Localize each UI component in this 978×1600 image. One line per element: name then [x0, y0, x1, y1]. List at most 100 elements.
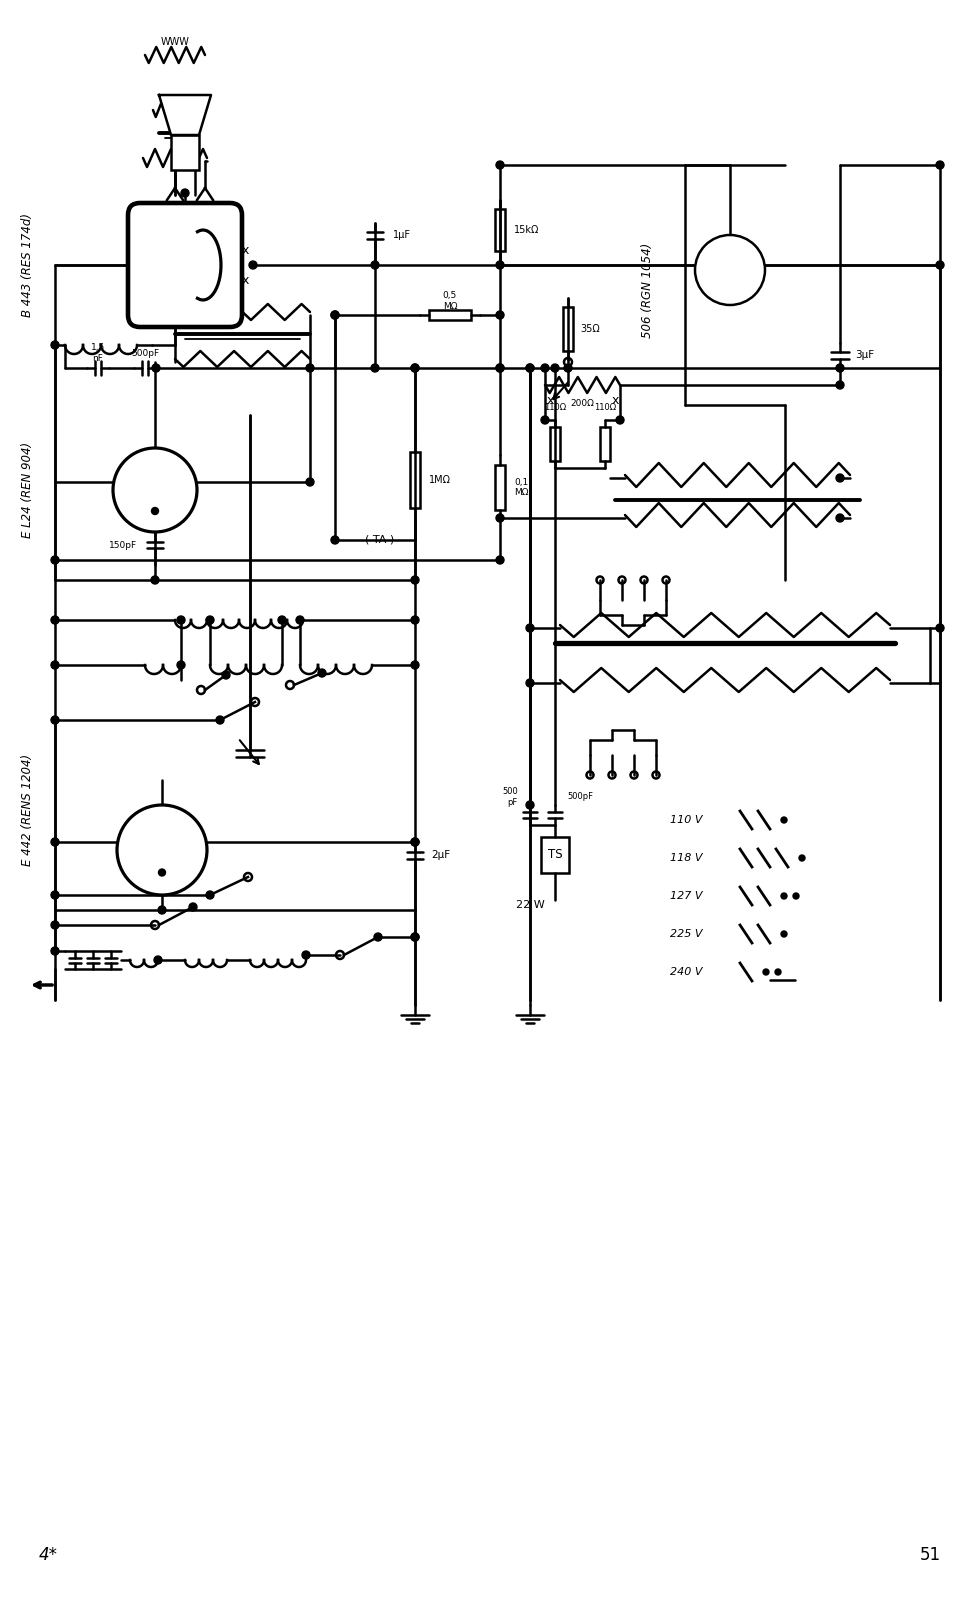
Circle shape — [411, 838, 419, 846]
Circle shape — [525, 365, 533, 371]
Circle shape — [411, 365, 419, 371]
Text: 240 V: 240 V — [669, 966, 702, 978]
Circle shape — [935, 624, 943, 632]
Circle shape — [798, 854, 804, 861]
Circle shape — [374, 933, 381, 941]
Circle shape — [51, 838, 59, 846]
Text: 1μF: 1μF — [392, 230, 411, 240]
Circle shape — [496, 310, 504, 318]
Bar — [550, 427, 559, 461]
Text: 500pF: 500pF — [566, 792, 593, 802]
Text: 15kΩ: 15kΩ — [513, 226, 539, 235]
Text: 500
pF: 500 pF — [502, 787, 517, 806]
Text: 150pF: 150pF — [109, 541, 137, 549]
Circle shape — [306, 478, 314, 486]
Circle shape — [51, 616, 59, 624]
Circle shape — [551, 365, 558, 371]
Text: 0,1
MΩ: 0,1 MΩ — [513, 478, 528, 498]
Text: 225 V: 225 V — [669, 930, 702, 939]
Circle shape — [411, 933, 419, 941]
Circle shape — [371, 365, 378, 371]
Text: x: x — [610, 394, 618, 406]
Text: 110Ω: 110Ω — [594, 403, 615, 413]
Circle shape — [615, 416, 623, 424]
Text: 110 V: 110 V — [669, 814, 702, 826]
Text: 35Ω: 35Ω — [579, 323, 600, 334]
Circle shape — [222, 670, 230, 678]
Circle shape — [331, 310, 338, 318]
Circle shape — [525, 678, 533, 686]
Circle shape — [51, 947, 59, 955]
Circle shape — [205, 616, 214, 624]
Circle shape — [331, 536, 338, 544]
Circle shape — [411, 661, 419, 669]
Circle shape — [835, 365, 843, 371]
Circle shape — [835, 474, 843, 482]
Bar — [171, 134, 199, 170]
Circle shape — [181, 189, 189, 197]
Circle shape — [496, 162, 504, 170]
Circle shape — [216, 715, 224, 723]
Text: 127 V: 127 V — [669, 891, 702, 901]
Circle shape — [780, 818, 786, 822]
Circle shape — [762, 970, 768, 974]
Text: E 442 (RENS 1204): E 442 (RENS 1204) — [22, 754, 34, 866]
Text: 1MΩ: 1MΩ — [428, 475, 451, 485]
FancyBboxPatch shape — [128, 203, 242, 326]
Circle shape — [306, 365, 314, 371]
Circle shape — [331, 310, 338, 318]
Text: 500pF: 500pF — [131, 349, 158, 357]
Circle shape — [496, 365, 504, 371]
Circle shape — [177, 616, 185, 624]
Text: 3μF: 3μF — [854, 350, 873, 360]
Text: x: x — [546, 394, 554, 406]
Circle shape — [295, 616, 304, 624]
Circle shape — [411, 838, 419, 846]
Circle shape — [151, 576, 158, 584]
Circle shape — [780, 931, 786, 938]
Circle shape — [51, 341, 59, 349]
Text: 2μF: 2μF — [430, 850, 450, 859]
Circle shape — [51, 557, 59, 565]
Text: 51: 51 — [918, 1546, 940, 1563]
Circle shape — [525, 624, 533, 632]
Circle shape — [152, 507, 158, 515]
Circle shape — [152, 365, 159, 371]
Circle shape — [189, 902, 197, 910]
Circle shape — [541, 416, 549, 424]
Circle shape — [411, 576, 419, 584]
Circle shape — [51, 891, 59, 899]
Text: 118 V: 118 V — [669, 853, 702, 862]
Circle shape — [205, 891, 214, 899]
Circle shape — [496, 261, 504, 269]
Circle shape — [117, 805, 206, 894]
Text: 110Ω: 110Ω — [544, 403, 565, 413]
Bar — [410, 451, 420, 509]
Polygon shape — [158, 94, 211, 134]
Text: WWW: WWW — [160, 37, 190, 46]
Bar — [428, 310, 470, 320]
Text: E L24 (REN 904): E L24 (REN 904) — [22, 442, 34, 538]
Circle shape — [301, 950, 310, 958]
Text: 506 (RGN 1054): 506 (RGN 1054) — [641, 242, 654, 338]
Circle shape — [248, 261, 257, 269]
Circle shape — [835, 381, 843, 389]
Circle shape — [694, 235, 764, 306]
Bar — [495, 210, 505, 251]
Text: x: x — [241, 243, 248, 256]
Circle shape — [51, 922, 59, 930]
Circle shape — [775, 970, 780, 974]
Text: x: x — [241, 274, 248, 286]
Circle shape — [935, 162, 943, 170]
Circle shape — [154, 955, 161, 963]
Text: 0,5
MΩ: 0,5 MΩ — [442, 291, 457, 310]
Circle shape — [525, 802, 533, 810]
Text: 200Ω: 200Ω — [570, 398, 594, 408]
Circle shape — [563, 365, 571, 371]
Circle shape — [371, 261, 378, 269]
Circle shape — [157, 906, 166, 914]
Circle shape — [496, 514, 504, 522]
Circle shape — [496, 557, 504, 565]
Circle shape — [541, 365, 549, 371]
Text: TS: TS — [547, 848, 561, 861]
